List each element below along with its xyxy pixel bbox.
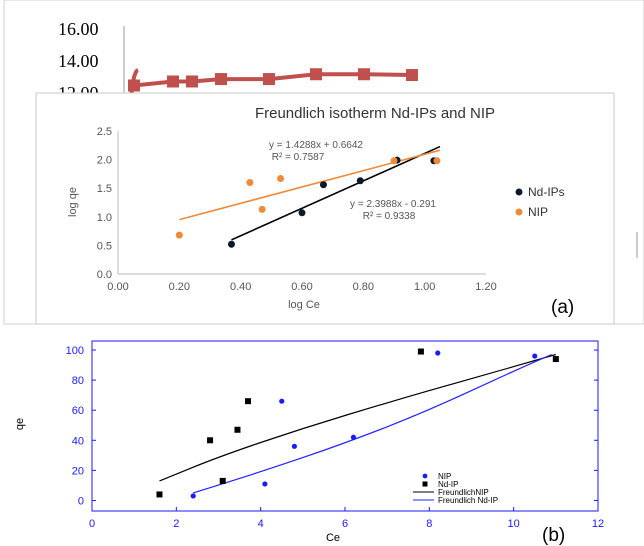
panel-b-point-nip	[190, 493, 196, 499]
panel-a-point-nd-ips	[298, 209, 306, 217]
panel-b-xtick-label: 4	[258, 518, 264, 530]
line-chart-markers	[128, 68, 418, 92]
panel-a-ytick-label: 1.0	[97, 212, 112, 224]
panel-a-xtick-label: 0.60	[291, 281, 312, 293]
panel-b-fit-curves	[159, 353, 556, 494]
panel-a-points	[175, 156, 441, 248]
panel-b-legend-label-freundlich-nip: FreundlichNIP	[438, 488, 489, 497]
panel-a-point-nip	[433, 157, 441, 165]
line-chart-marker-3	[215, 73, 227, 86]
panel-a-ytick-label: 0.5	[97, 240, 112, 252]
panel-a-xtick-label: 0.40	[230, 281, 251, 293]
panel-a-point-nip	[175, 231, 183, 239]
panel-a-label: (a)	[551, 297, 574, 318]
panel-a-xtick-label: 0.80	[353, 281, 374, 293]
line-chart-marker-7	[406, 69, 418, 82]
panel-b-point-nip	[532, 353, 538, 359]
panel-a-point-nip	[258, 205, 266, 213]
panel-a-frame	[35, 92, 615, 325]
panel-b-ytick-label: 0	[78, 495, 84, 507]
panel-b-legend-label-ndip: Nd-IP	[438, 480, 458, 489]
panel-a-nip-r2: R² = 0.7587	[272, 152, 325, 163]
panel-b-point-nip	[350, 434, 357, 440]
panel-b-ytick-label: 20	[72, 465, 84, 477]
line-chart-marker-0	[128, 79, 140, 92]
line-chart-marker-2	[186, 75, 198, 88]
line-chart-marker-1	[167, 75, 179, 88]
panel-b-point-nip	[262, 481, 268, 487]
panel-b-points	[156, 348, 559, 499]
line-chart-ytick-14: 14.00	[58, 51, 99, 71]
panel-b-x-label: Ce	[326, 532, 340, 544]
panel-b-legend: NIP Nd-IP FreundlichNIP Freundlich Nd-IP	[413, 472, 498, 505]
panel-a-ytick-label: 2.5	[97, 126, 112, 138]
panel-b-legend-label-freundlich-ndip: Freundlich Nd-IP	[438, 496, 498, 505]
panel-b-xtick-label: 8	[426, 518, 432, 530]
panel-b-point-ndip	[417, 348, 424, 355]
line-chart-marker-5	[310, 68, 322, 81]
line-chart-marker-4	[263, 73, 275, 86]
panel-a-x-label: log Ce	[288, 299, 320, 311]
panel-a: Freundlich isotherm Nd-IPs and NIP 0.00.…	[35, 92, 615, 325]
panel-b-legend-marker-ndip	[422, 481, 428, 487]
panel-b-point-nip	[291, 443, 297, 449]
panel-b-fit-curve-2	[159, 353, 556, 482]
panel-a-title: Freundlich isotherm Nd-IPs and NIP	[255, 105, 495, 122]
panel-a-point-nd-ips	[356, 177, 364, 185]
panel-b-xtick-label: 12	[592, 518, 604, 530]
panel-a-point-nip	[390, 157, 398, 165]
panel-a-legend-marker-ndips	[515, 188, 523, 196]
panel-a-x-ticks: 0.00 0.20 0.40 0.60 0.80 1.00 1.20	[107, 281, 496, 293]
panel-a-ytick-label: 1.5	[97, 183, 112, 195]
panel-b-point-ndip	[207, 437, 214, 444]
panel-b-background	[0, 330, 644, 546]
panel-b-legend-label-nip: NIP	[438, 472, 451, 481]
panel-b-fit-curve-3	[193, 353, 552, 494]
panel-b-legend-marker-nip	[422, 473, 428, 479]
panel-a-point-nd-ips	[319, 181, 327, 189]
panel-a-y-ticks: 0.0 0.5 1.0 1.5 2.0 2.5	[97, 126, 112, 281]
panel-b-xtick-label: 10	[508, 518, 520, 530]
panel-b-point-ndip	[552, 356, 559, 363]
panel-b-ytick-label: 80	[72, 375, 84, 387]
line-chart-marker-6	[358, 68, 370, 81]
panel-b-xtick-label: 2	[173, 518, 179, 530]
panel-a-xtick-label: 0.00	[107, 281, 128, 293]
panel-b-x-ticks: 0 2 4 6 8 10 12	[89, 507, 604, 530]
panel-b-ytick-label: 100	[66, 345, 84, 357]
panel-a-ndips-equation: y = 2.3988x - 0.291	[350, 199, 436, 210]
panel-a-y-label: log qe	[67, 187, 79, 217]
panel-a-nip-equation: y = 1.4288x + 0.6642	[269, 140, 363, 151]
panel-a-legend-label-nip: NIP	[528, 205, 548, 219]
panel-a-ytick-label: 0.0	[97, 269, 112, 281]
panel-b-point-ndip	[219, 477, 226, 484]
panel-a-point-nd-ips	[227, 240, 235, 248]
panel-a-xtick-label: 1.00	[414, 281, 435, 293]
panel-a-ndips-r2: R² = 0.9338	[363, 211, 416, 222]
panel-a-point-nip	[246, 178, 254, 186]
panel-b-y-ticks: 0 20 40 60 80 100	[66, 345, 598, 507]
panel-b: 0 20 40 60 80 100 0 2 4 6 8 10 12 Ce qe NIP Nd-IP F…	[0, 330, 644, 546]
panel-b-y-label: qe	[14, 418, 26, 430]
panel-b-point-nip	[279, 398, 285, 404]
panel-a-legend-marker-nip	[515, 208, 523, 216]
panel-a-xtick-label: 0.20	[169, 281, 190, 293]
panel-b-ytick-label: 40	[72, 435, 84, 447]
panel-b-ytick-label: 60	[72, 405, 84, 417]
panel-a-trendline-0	[231, 145, 441, 241]
panel-b-point-nip	[435, 350, 441, 356]
panel-a-ytick-label: 2.0	[97, 155, 112, 167]
panel-a-xtick-label: 1.20	[475, 281, 496, 293]
panel-b-xtick-label: 6	[342, 518, 348, 530]
panel-a-point-nip	[277, 174, 285, 182]
panel-b-point-ndip	[234, 426, 241, 433]
panel-b-label: (b)	[542, 525, 565, 546]
line-chart-ytick-16: 16.00	[58, 19, 99, 39]
panel-b-point-ndip	[245, 398, 252, 405]
panel-a-legend: Nd-IPs NIP	[515, 185, 565, 219]
panel-b-point-ndip	[156, 491, 163, 498]
panel-a-legend-label-ndips: Nd-IPs	[528, 185, 565, 199]
panel-b-xtick-label: 0	[89, 518, 95, 530]
